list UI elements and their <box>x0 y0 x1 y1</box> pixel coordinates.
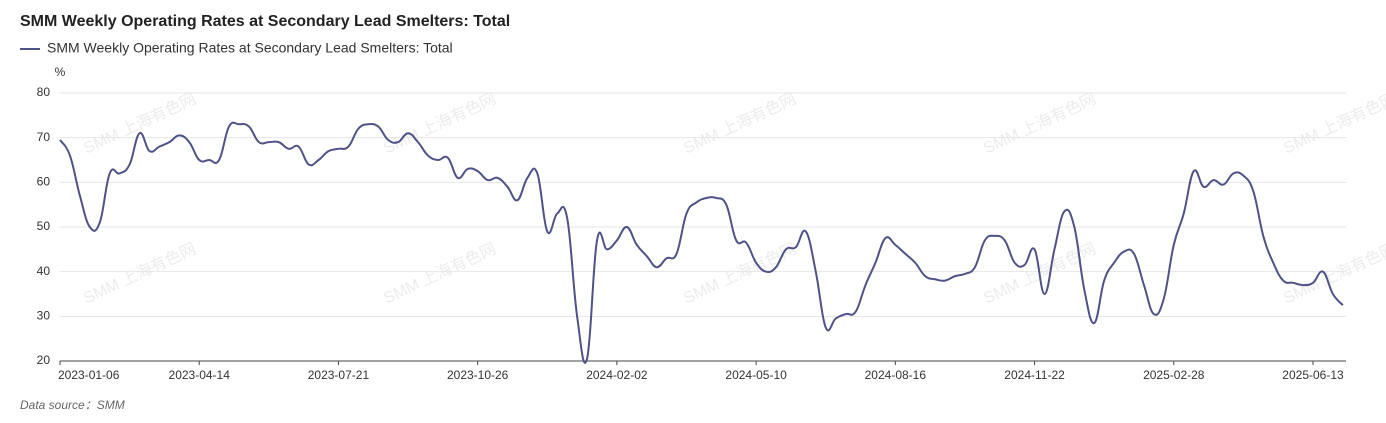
watermark: SMM 上海有色网 <box>681 90 799 158</box>
watermarks: SMM 上海有色网 SMM 上海有色网 SMM 上海有色网 SMM 上海有色网 SMM … <box>81 90 1386 308</box>
watermark: SMM 上海有色网 <box>381 240 499 308</box>
x-tick-label: 2023-01-06 <box>58 368 120 382</box>
watermark: SMM 上海有色网 <box>681 240 799 308</box>
watermark: SMM 上海有色网 <box>81 240 199 308</box>
x-tick-label: 2023-10-26 <box>447 368 509 382</box>
x-tick-label: 2023-07-21 <box>308 368 370 382</box>
watermark: SMM 上海有色网 <box>1281 90 1386 158</box>
legend-label[interactable]: SMM Weekly Operating Rates at Secondary … <box>47 40 453 56</box>
line-series <box>59 121 1344 364</box>
x-tick-label: 2024-11-22 <box>1004 368 1065 382</box>
y-tick-label: 40 <box>37 264 51 278</box>
watermark: SMM 上海有色网 <box>1281 240 1386 308</box>
source: Data source：SMM <box>20 398 125 412</box>
x-tick-label: 2024-02-02 <box>586 368 648 382</box>
y-tick-label: 80 <box>37 85 51 99</box>
chart-title: SMM Weekly Operating Rates at Secondary … <box>20 13 510 30</box>
y-tick-label: 20 <box>37 353 51 367</box>
watermark: SMM 上海有色网 <box>81 90 199 158</box>
x-tick-label: 2025-06-13 <box>1282 368 1344 382</box>
x-tick-label: 2025-02-28 <box>1143 368 1205 382</box>
y-tick-label: 60 <box>37 175 51 189</box>
y-tick-label: 30 <box>37 309 51 323</box>
watermark: SMM 上海有色网 <box>381 90 499 158</box>
x-tick-label: 2024-08-16 <box>865 368 927 382</box>
x-tick-label: 2023-04-14 <box>169 368 231 382</box>
y-axis-unit: % <box>55 65 66 79</box>
y-tick-label: 50 <box>37 219 51 233</box>
y-tick-label: 70 <box>37 130 51 144</box>
watermark: SMM 上海有色网 <box>981 90 1099 158</box>
x-tick-label: 2024-05-10 <box>725 368 787 382</box>
